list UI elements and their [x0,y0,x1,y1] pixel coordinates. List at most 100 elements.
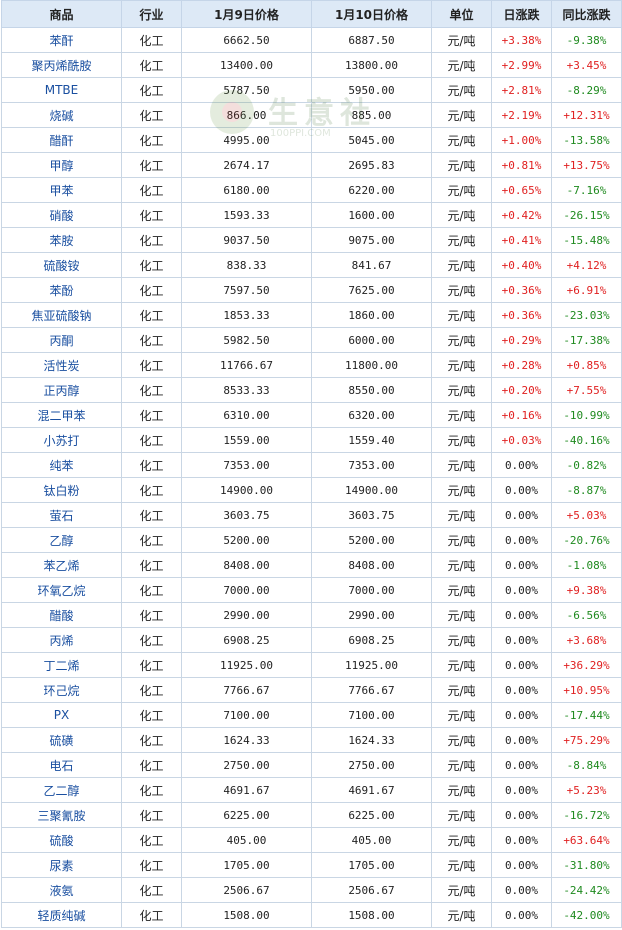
commodity-name[interactable]: 甲醇 [1,152,122,178]
daily-change: 0.00% [491,777,552,803]
commodity-name[interactable]: 正丙醇 [1,377,122,403]
table-row: 尿素 化工 1705.00 1705.00 元/吨 0.00% -31.80% [1,852,622,878]
header-commodity[interactable]: 商品 [1,0,122,28]
commodity-name[interactable]: 乙醇 [1,527,122,553]
yoy-change: +13.75% [551,152,622,178]
header-unit[interactable]: 单位 [431,0,492,28]
commodity-name[interactable]: 萤石 [1,502,122,528]
price-jan10: 7000.00 [311,577,432,603]
yoy-change: -26.15% [551,202,622,228]
commodity-name[interactable]: PX [1,702,122,728]
commodity-name[interactable]: 混二甲苯 [1,402,122,428]
unit: 元/吨 [431,752,492,778]
table-row: 焦亚硫酸钠 化工 1853.33 1860.00 元/吨 +0.36% -23.03% [1,302,622,328]
commodity-name[interactable]: 硝酸 [1,202,122,228]
commodity-name[interactable]: 硫酸 [1,827,122,853]
daily-change: 0.00% [491,677,552,703]
commodity-name[interactable]: 苯酚 [1,277,122,303]
price-jan10: 405.00 [311,827,432,853]
daily-change: +3.38% [491,27,552,53]
header-yoy-change[interactable]: 同比涨跌 [551,0,622,28]
industry: 化工 [121,602,182,628]
commodity-name[interactable]: 小苏打 [1,427,122,453]
price-jan9: 4995.00 [181,127,312,153]
daily-change: 0.00% [491,652,552,678]
commodity-name[interactable]: 丙烯 [1,627,122,653]
commodity-name[interactable]: 环己烷 [1,677,122,703]
yoy-change: +12.31% [551,102,622,128]
commodity-name[interactable]: 活性炭 [1,352,122,378]
header-industry[interactable]: 行业 [121,0,182,28]
industry: 化工 [121,702,182,728]
industry: 化工 [121,802,182,828]
industry: 化工 [121,852,182,878]
commodity-name[interactable]: 丙酮 [1,327,122,353]
table-row: 萤石 化工 3603.75 3603.75 元/吨 0.00% +5.03% [1,502,622,528]
commodity-name[interactable]: 苯乙烯 [1,552,122,578]
commodity-name[interactable]: 聚丙烯酰胺 [1,52,122,78]
commodity-name[interactable]: 液氨 [1,877,122,903]
table-row: 丙酮 化工 5982.50 6000.00 元/吨 +0.29% -17.38% [1,327,622,353]
header-price-jan9[interactable]: 1月9日价格 [181,0,312,28]
daily-change: 0.00% [491,552,552,578]
commodity-name[interactable]: 三聚氰胺 [1,802,122,828]
yoy-change: +3.68% [551,627,622,653]
commodity-name[interactable]: 钛白粉 [1,477,122,503]
unit: 元/吨 [431,227,492,253]
industry: 化工 [121,352,182,378]
price-jan9: 7597.50 [181,277,312,303]
industry: 化工 [121,27,182,53]
price-jan9: 11766.67 [181,352,312,378]
commodity-name[interactable]: 烧碱 [1,102,122,128]
daily-change: 0.00% [491,827,552,853]
industry: 化工 [121,277,182,303]
table-row: 液氨 化工 2506.67 2506.67 元/吨 0.00% -24.42% [1,877,622,903]
commodity-name[interactable]: 焦亚硫酸钠 [1,302,122,328]
industry: 化工 [121,752,182,778]
industry: 化工 [121,527,182,553]
header-price-jan10[interactable]: 1月10日价格 [311,0,432,28]
price-jan9: 7000.00 [181,577,312,603]
commodity-name[interactable]: 丁二烯 [1,652,122,678]
commodity-name[interactable]: 电石 [1,752,122,778]
commodity-name[interactable]: 硫酸铵 [1,252,122,278]
daily-change: 0.00% [491,802,552,828]
table-row: 硫酸 化工 405.00 405.00 元/吨 0.00% +63.64% [1,827,622,853]
commodity-name[interactable]: 环氧乙烷 [1,577,122,603]
price-jan9: 6180.00 [181,177,312,203]
unit: 元/吨 [431,52,492,78]
commodity-name[interactable]: 醋酐 [1,127,122,153]
unit: 元/吨 [431,802,492,828]
commodity-name[interactable]: 硫磺 [1,727,122,753]
header-daily-change[interactable]: 日涨跌 [491,0,552,28]
price-jan10: 2750.00 [311,752,432,778]
daily-change: +0.36% [491,277,552,303]
industry: 化工 [121,727,182,753]
price-jan9: 405.00 [181,827,312,853]
commodity-name[interactable]: 苯胺 [1,227,122,253]
commodity-name[interactable]: 苯酐 [1,27,122,53]
price-jan9: 9037.50 [181,227,312,253]
price-jan9: 8533.33 [181,377,312,403]
price-jan9: 2750.00 [181,752,312,778]
commodity-name[interactable]: 尿素 [1,852,122,878]
price-jan10: 5200.00 [311,527,432,553]
price-jan9: 4691.67 [181,777,312,803]
commodity-name[interactable]: 乙二醇 [1,777,122,803]
yoy-change: -15.48% [551,227,622,253]
unit: 元/吨 [431,77,492,103]
daily-change: +2.99% [491,52,552,78]
unit: 元/吨 [431,527,492,553]
table-body: 苯酐 化工 6662.50 6887.50 元/吨 +3.38% -9.38% 聚丙烯酰胺 化工… [1,27,622,928]
commodity-name[interactable]: 甲苯 [1,177,122,203]
commodity-name[interactable]: 纯苯 [1,452,122,478]
commodity-name[interactable]: 轻质纯碱 [1,902,122,928]
table-row: 环氧乙烷 化工 7000.00 7000.00 元/吨 0.00% +9.38% [1,577,622,603]
yoy-change: -17.44% [551,702,622,728]
unit: 元/吨 [431,577,492,603]
commodity-name[interactable]: 醋酸 [1,602,122,628]
commodity-name[interactable]: MTBE [1,77,122,103]
yoy-change: -10.99% [551,402,622,428]
daily-change: +0.65% [491,177,552,203]
